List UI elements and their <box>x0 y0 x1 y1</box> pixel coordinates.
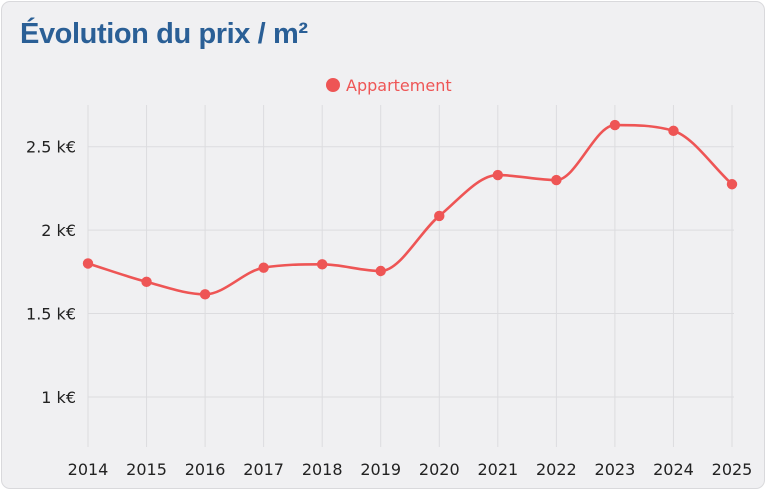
chart-title: Évolution du prix / m² <box>20 18 308 50</box>
x-tick-label: 2015 <box>126 460 167 479</box>
x-tick-label: 2023 <box>595 460 636 479</box>
series-line-appartement <box>86 123 734 296</box>
legend-label-appartement: Appartement <box>346 76 452 95</box>
x-tick-label: 2019 <box>360 460 401 479</box>
data-point-2020 <box>434 210 445 222</box>
x-tick-label: 2017 <box>243 460 284 479</box>
x-tick-label: 2014 <box>68 460 109 479</box>
data-point-2024 <box>668 125 679 137</box>
y-tick-label: 1.5 k€ <box>26 305 76 324</box>
data-point-2016 <box>199 289 211 300</box>
data-point-2015 <box>141 276 152 288</box>
y-tick-label: 1 k€ <box>41 388 76 407</box>
x-tick-label: 2022 <box>536 460 577 479</box>
data-point-2018 <box>316 259 328 270</box>
x-tick-label: 2018 <box>302 460 343 479</box>
data-point-2021 <box>492 169 504 181</box>
x-tick-label: 2025 <box>712 460 753 479</box>
y-tick-label: 2.5 k€ <box>26 138 76 157</box>
x-tick-label: 2021 <box>477 460 518 479</box>
data-point-2023 <box>609 119 621 131</box>
data-point-2025 <box>726 179 738 190</box>
x-tick-label: 2020 <box>419 460 460 479</box>
legend-marker <box>326 78 340 92</box>
data-point-2022 <box>551 174 562 186</box>
data-point-2019 <box>375 265 386 277</box>
x-tick-label: 2024 <box>653 460 694 479</box>
data-point-2017 <box>258 262 269 273</box>
data-point-2014 <box>82 258 94 269</box>
x-tick-label: 2016 <box>185 460 226 479</box>
y-tick-label: 2 k€ <box>41 221 76 240</box>
